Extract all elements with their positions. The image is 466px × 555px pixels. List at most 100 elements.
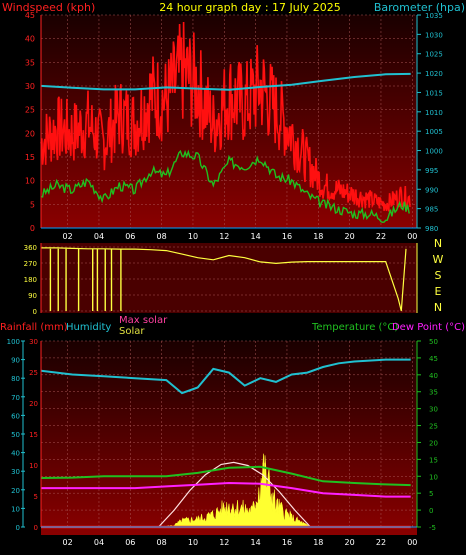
rain-x-tick-label: 20 (345, 538, 355, 547)
wind-x-tick-label: 20 (345, 232, 355, 241)
direction-tick-label: 270 (24, 260, 37, 268)
wind-x-tick-label: 14 (251, 232, 261, 241)
temperature-line (40, 465, 411, 487)
rain-x-tick-label: 08 (157, 538, 167, 547)
barometer-line (40, 72, 411, 91)
solar-label: Solar (119, 326, 145, 337)
baro-tick-label: 1000 (425, 148, 443, 156)
direction-panel-background (41, 243, 417, 313)
direction-tick-label: 180 (24, 276, 37, 284)
humidity-tick-label: 10 (11, 505, 20, 513)
wind-tick-label: 35 (25, 58, 35, 67)
temperature-tick-label: 50 (429, 338, 438, 346)
wind-x-tick-label: 16 (282, 232, 292, 241)
direction-tick-label: 0 (33, 308, 37, 316)
temperature-tick-label: 25 (429, 423, 438, 431)
humidity-line (40, 358, 411, 395)
wind-tick-label: 25 (25, 106, 35, 115)
baro-tick-label: 995 (425, 167, 438, 175)
wind-tick-label: 15 (25, 153, 35, 162)
wind-tick-label: 10 (25, 177, 35, 186)
compass-label: S (435, 269, 442, 282)
wind-x-tick-label: 18 (313, 232, 323, 241)
rain-tick-label: 10 (29, 462, 38, 470)
wind-tick-label: 20 (25, 129, 35, 138)
dewpoint-line (41, 481, 411, 498)
baro-tick-label: 980 (425, 225, 438, 233)
direction-tick-label: 90 (28, 292, 37, 300)
humidity-tick-label: 100 (7, 338, 20, 346)
baro-tick-label: 990 (425, 186, 438, 194)
temperature-tick-label: 30 (429, 406, 438, 414)
wind-x-tick-label: 06 (125, 232, 135, 241)
rain-axis-label: Rainfall (mm) (0, 322, 68, 333)
humidity-tick-label: 30 (11, 468, 20, 476)
wind-x-tick-label: 08 (157, 232, 167, 241)
rain-x-tick-label: 18 (313, 538, 323, 547)
baro-tick-label: 1020 (425, 70, 443, 78)
temperature-tick-label: 35 (429, 389, 438, 397)
wind-x-tick-label: 02 (63, 232, 73, 241)
temperature-tick-label: -5 (429, 524, 436, 532)
rain-tick-label: 30 (29, 338, 38, 346)
humidity-label: Humidity (66, 322, 111, 333)
temperature-tick-label: 40 (429, 372, 438, 380)
humidity-tick-label: 20 (11, 487, 20, 495)
wind-x-tick-label: 12 (219, 232, 229, 241)
temperature-tick-label: 45 (429, 355, 438, 363)
temperature-tick-label: 15 (429, 456, 438, 464)
dewpoint-label: Dew Point (°C) (392, 322, 465, 333)
rain-x-tick-label: 14 (251, 538, 261, 547)
humidity-tick-label: 80 (11, 375, 20, 383)
temperature-tick-label: 5 (429, 490, 433, 498)
humidity-tick-label: 0 (16, 524, 20, 532)
wind-tick-label: 45 (25, 11, 35, 20)
baro-tick-label: 985 (425, 206, 438, 214)
baro-tick-label: 1025 (425, 51, 443, 59)
humidity-tick-label: 90 (11, 357, 20, 365)
compass-label: N (434, 301, 442, 314)
wind-tick-label: 40 (25, 35, 35, 44)
rain-tick-label: 5 (34, 493, 38, 501)
wind-x-tick-label: 04 (94, 232, 104, 241)
wind-axis-label: Windspeed (kph) (2, 1, 95, 14)
wind-tick-label: 0 (30, 224, 35, 233)
rain-x-tick-label: 22 (376, 538, 386, 547)
wind-x-tick-label: 00 (407, 232, 417, 241)
compass-label: W (433, 253, 444, 266)
wind-x-tick-label: 10 (188, 232, 198, 241)
chart-title: 24 hour graph day : 17 July 2025 (159, 1, 341, 14)
direction-tick-label: 360 (24, 244, 37, 252)
wind-tick-label: 30 (25, 82, 35, 91)
maxsolar-label: Max solar (119, 315, 168, 326)
baro-tick-label: 1030 (425, 31, 443, 39)
wind-x-tick-label: 22 (376, 232, 386, 241)
wind-tick-label: 5 (30, 200, 35, 209)
humidity-tick-label: 70 (11, 394, 20, 402)
rain-x-tick-label: 00 (407, 538, 417, 547)
rain-tick-label: 25 (29, 369, 38, 377)
baro-tick-label: 1010 (425, 109, 443, 117)
rain-x-tick-label: 16 (282, 538, 292, 547)
rain-x-tick-label: 04 (94, 538, 104, 547)
wind-gust-line (40, 21, 411, 212)
temperature-tick-label: 10 (429, 473, 438, 481)
compass-label: N (434, 237, 442, 250)
temperature-tick-label: 20 (429, 439, 438, 447)
max-solar-line (158, 461, 311, 528)
rain-tick-label: 20 (29, 400, 38, 408)
compass-label: E (435, 285, 442, 298)
baro-tick-label: 1035 (425, 12, 443, 20)
rain-tick-label: 0 (34, 524, 38, 532)
baro-axis-label: Barometer (hpa) (374, 1, 465, 14)
temperature-tick-label: 0 (429, 507, 433, 515)
rain-tick-label: 15 (29, 431, 38, 439)
humidity-tick-label: 50 (11, 431, 20, 439)
baro-tick-label: 1005 (425, 128, 443, 136)
rain-x-tick-label: 12 (219, 538, 229, 547)
rain-x-tick-label: 06 (125, 538, 135, 547)
rain-x-tick-label: 10 (188, 538, 198, 547)
solar-area (158, 453, 311, 528)
wind-average-line (40, 149, 410, 224)
